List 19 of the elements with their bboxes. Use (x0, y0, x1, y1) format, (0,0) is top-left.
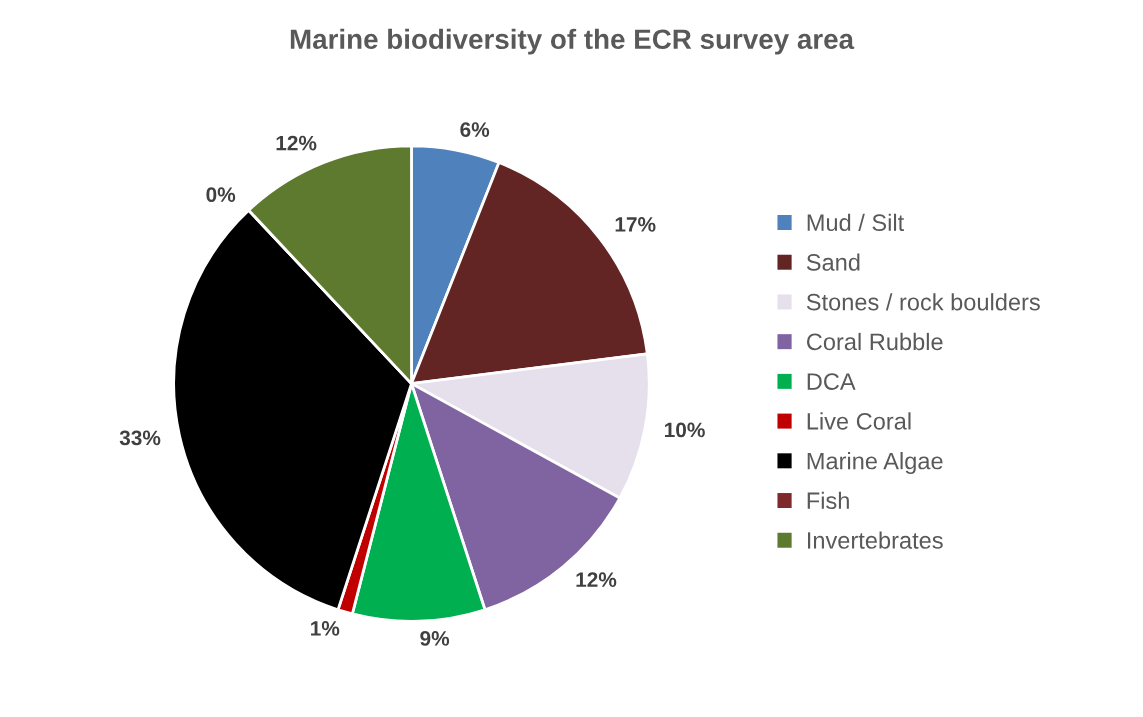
data-label: 12% (276, 135, 317, 151)
data-label: 33% (119, 430, 161, 446)
data-label: 9% (420, 631, 450, 646)
chart-title: Marine biodiversity of the ECR survey area (290, 28, 855, 55)
legend-label: Mud / Silt (807, 213, 905, 232)
legend-label: Sand (806, 253, 860, 271)
data-label: 6% (460, 122, 490, 137)
legend-label: Marine Algae (807, 452, 943, 475)
data-label: 12% (576, 572, 617, 587)
legend-label: Fish (807, 491, 849, 510)
legend-label: Live Coral (807, 412, 911, 430)
text: 0% (206, 187, 236, 203)
legend-label: Coral Rubble (806, 332, 943, 351)
data-label: 1% (311, 621, 340, 636)
legend-label: DCA (807, 373, 856, 390)
legend-label: Stones / rock boulders (806, 293, 1040, 311)
legend-label: Invertebrates (807, 531, 943, 549)
data-label: 17% (615, 217, 656, 232)
data-label: 10% (665, 422, 705, 438)
